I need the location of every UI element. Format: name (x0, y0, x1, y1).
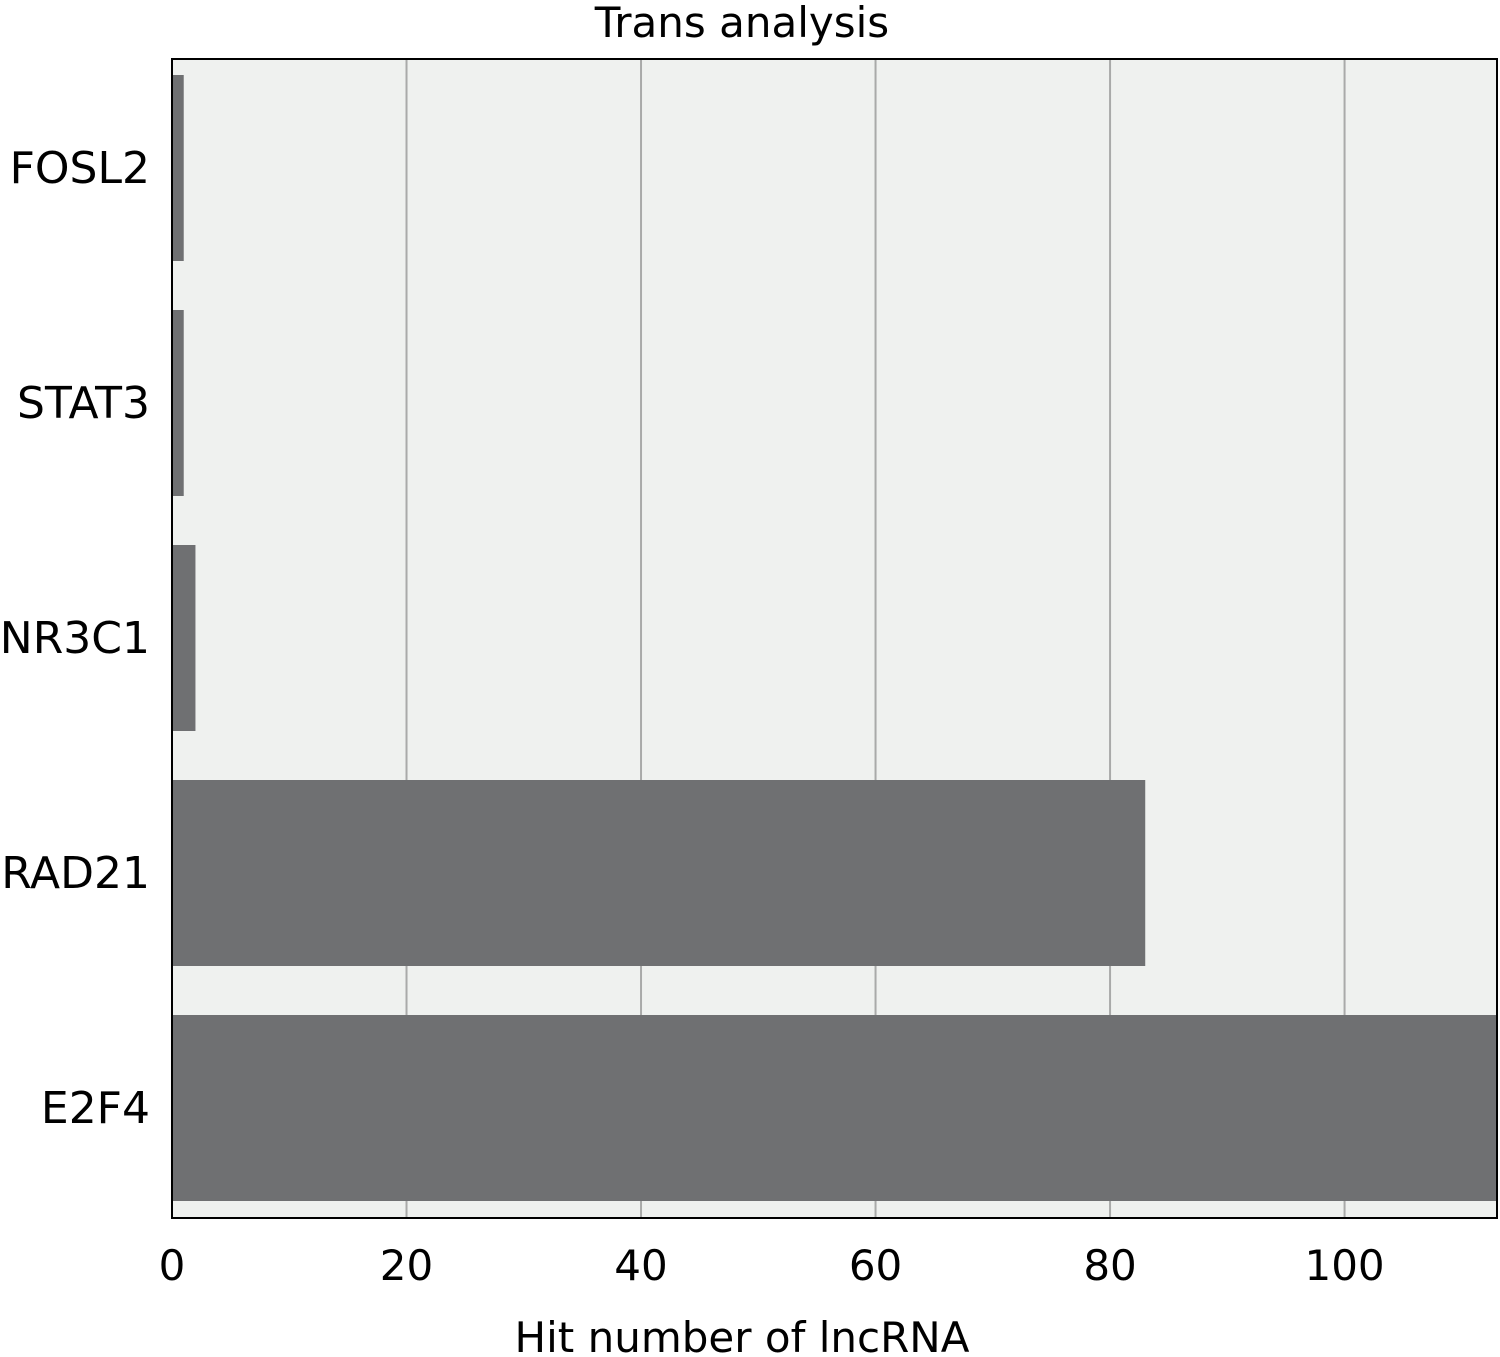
bar-e2f4 (172, 1015, 1497, 1201)
bar-nr3c1 (172, 545, 196, 731)
x-axis-label: Hit number of lncRNA (515, 1313, 970, 1357)
category-label-fosl2: FOSL2 (10, 143, 150, 194)
plot-frame (171, 58, 1498, 1219)
x-tick-label-60: 60 (849, 1241, 902, 1290)
category-label-rad21: RAD21 (1, 848, 150, 899)
x-tick-label-80: 80 (1083, 1241, 1136, 1290)
x-tick-label-100: 100 (1304, 1241, 1384, 1290)
x-tick-label-40: 40 (614, 1241, 667, 1290)
chart-title: Trans analysis (594, 0, 889, 47)
bar-stat3 (172, 310, 184, 496)
bar-rad21 (172, 780, 1146, 966)
category-label-stat3: STAT3 (17, 378, 150, 429)
bars (172, 75, 1497, 1201)
category-labels: FOSL2 STAT3 NR3C1 RAD21 E2F4 (0, 143, 150, 1134)
x-tick-labels: 0 20 40 60 80 100 (159, 1241, 1385, 1290)
bar-fosl2 (172, 75, 184, 261)
category-label-nr3c1: NR3C1 (0, 613, 150, 664)
x-tick-label-20: 20 (380, 1241, 433, 1290)
x-tick-label-0: 0 (159, 1241, 186, 1290)
category-label-e2f4: E2F4 (41, 1083, 150, 1134)
